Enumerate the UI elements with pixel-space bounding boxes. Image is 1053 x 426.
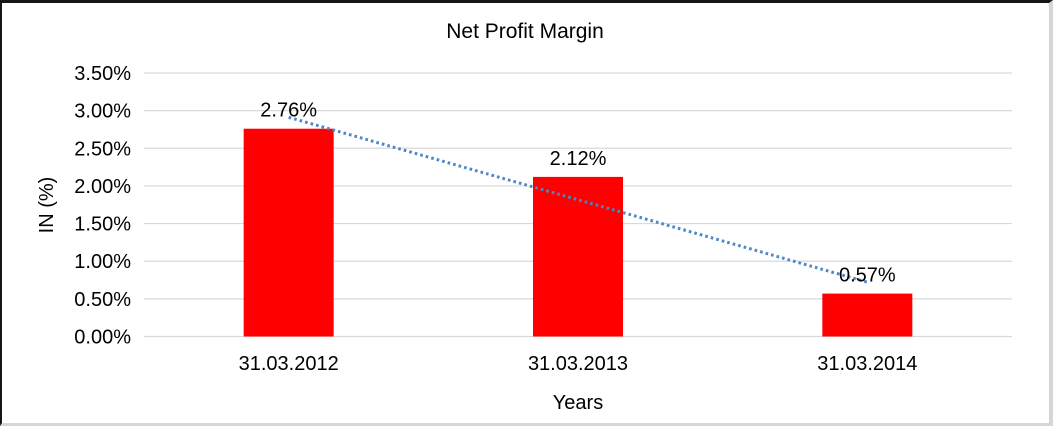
bar-data-label: 0.57% <box>839 265 896 287</box>
bar <box>822 293 913 337</box>
y-tick-label: 0.00% <box>74 327 131 349</box>
x-axis-title: Years <box>553 392 603 414</box>
x-tick-label: 31.03.2013 <box>528 353 628 375</box>
x-tick-label: 31.03.2012 <box>239 353 339 375</box>
y-tick-label: 3.00% <box>74 101 131 123</box>
bar-data-label: 2.76% <box>260 100 317 122</box>
chart-title: Net Profit Margin <box>446 20 604 43</box>
y-tick-label: 2.00% <box>74 176 131 198</box>
bar-data-label: 2.12% <box>550 148 607 170</box>
bar-series <box>243 128 913 337</box>
y-tick-label: 1.00% <box>74 251 131 273</box>
y-axis-title: IN (%) <box>36 177 58 234</box>
y-tick-label: 1.50% <box>74 214 131 236</box>
y-tick-label: 0.50% <box>74 289 131 311</box>
y-tick-label: 3.50% <box>74 63 131 85</box>
bar <box>243 128 334 337</box>
chart-labels: 0.00% 0.50% 1.00% 1.50% 2.00% 2.50% 3.00% 3.50%… <box>74 63 917 375</box>
x-tick-label: 31.03.2014 <box>817 353 917 375</box>
bar <box>533 176 623 337</box>
y-tick-label: 2.50% <box>74 138 131 160</box>
